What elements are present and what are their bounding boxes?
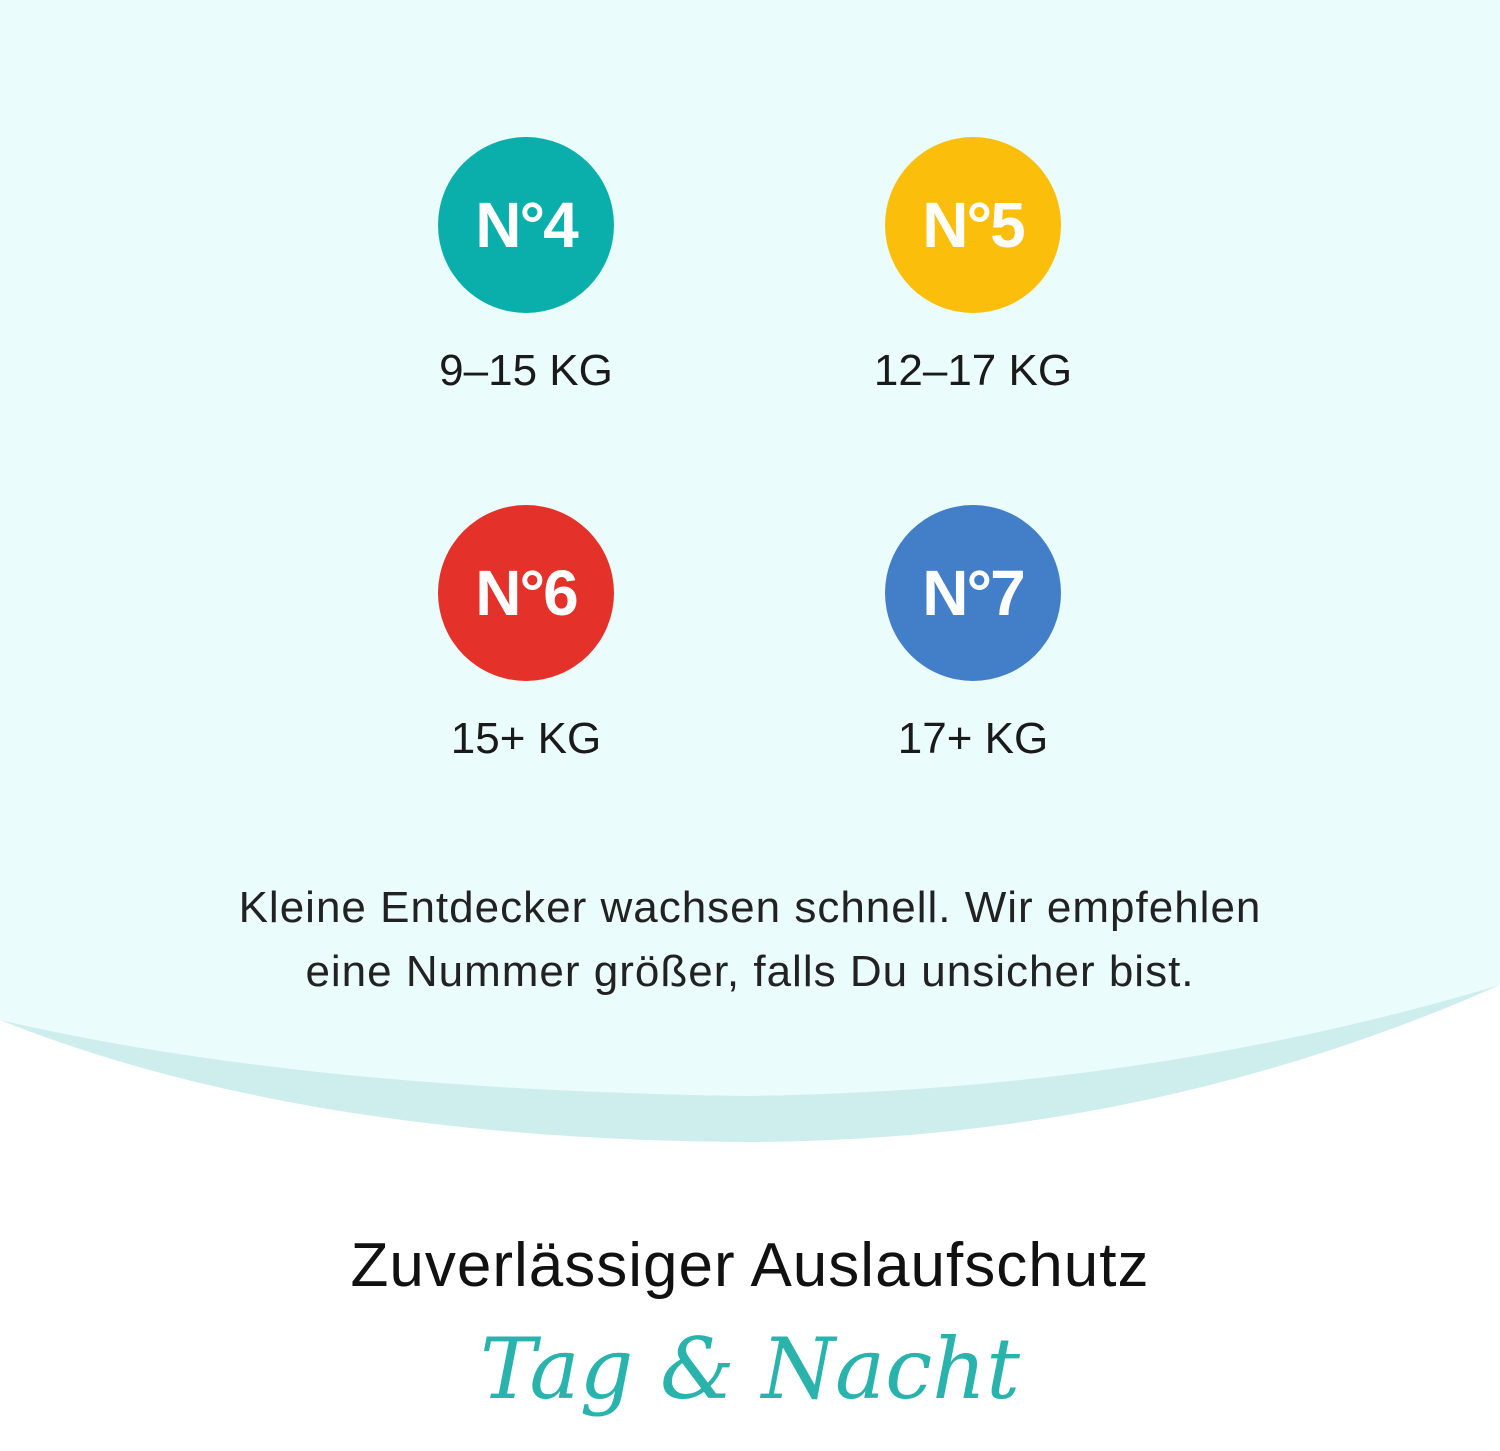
size-weight-5: 12–17 KG — [873, 346, 1073, 395]
recommendation-text: Kleine Entdecker wachsen schnell. Wir em… — [0, 876, 1500, 1004]
size-badge-7: N°7 — [885, 505, 1061, 681]
size-badge-6: N°6 — [438, 505, 614, 681]
size-weight-6: 15+ KG — [450, 714, 602, 763]
size-number: N°5 — [922, 189, 1025, 261]
size-weight-4: 9–15 KG — [439, 346, 613, 395]
size-badge-5: N°5 — [885, 137, 1061, 313]
size-number: N°4 — [475, 189, 578, 261]
recommendation-line-2: eine Nummer größer, falls Du unsicher bi… — [305, 947, 1195, 996]
size-number: N°7 — [922, 557, 1025, 629]
recommendation-line-1: Kleine Entdecker wachsen schnell. Wir em… — [238, 883, 1262, 932]
size-weight-7: 17+ KG — [897, 714, 1049, 763]
heading: Zuverlässiger Auslaufschutz — [350, 1231, 1150, 1300]
script-subheading: Tag & Nacht — [479, 1320, 1020, 1418]
size-badge-4: N°4 — [438, 137, 614, 313]
size-number: N°6 — [475, 557, 578, 629]
